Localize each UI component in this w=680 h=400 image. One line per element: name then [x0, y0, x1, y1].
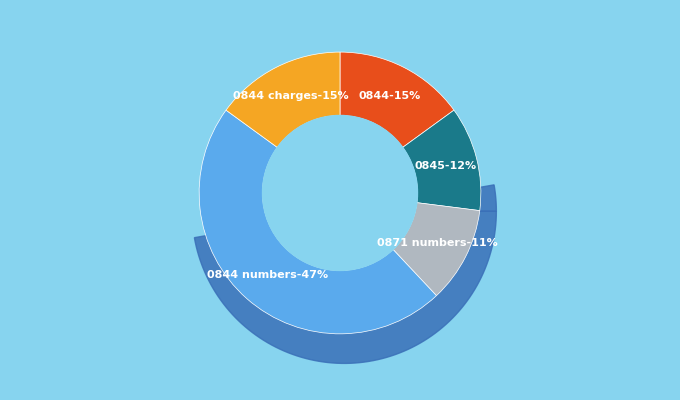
- Wedge shape: [340, 52, 454, 148]
- Polygon shape: [426, 185, 496, 211]
- Circle shape: [262, 116, 418, 270]
- Wedge shape: [199, 110, 437, 334]
- Wedge shape: [403, 110, 481, 211]
- Text: 0845-12%: 0845-12%: [415, 161, 477, 171]
- Text: 0844 numbers-47%: 0844 numbers-47%: [207, 270, 328, 280]
- Wedge shape: [393, 203, 480, 296]
- Text: 0844-15%: 0844-15%: [358, 91, 421, 101]
- Text: 0844 charges-15%: 0844 charges-15%: [233, 91, 348, 101]
- Wedge shape: [226, 52, 340, 148]
- Polygon shape: [194, 211, 496, 364]
- Text: 0871 numbers-11%: 0871 numbers-11%: [377, 238, 498, 248]
